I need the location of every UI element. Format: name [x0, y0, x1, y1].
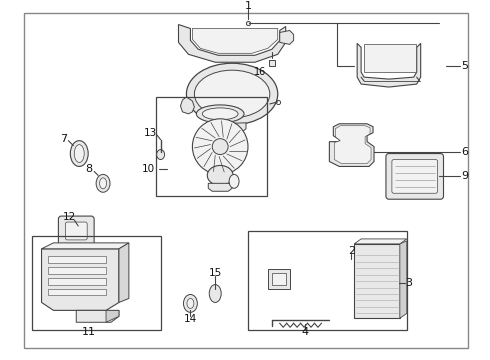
Polygon shape: [180, 97, 195, 114]
Ellipse shape: [96, 174, 110, 192]
Polygon shape: [193, 28, 278, 53]
Polygon shape: [354, 239, 407, 244]
Polygon shape: [208, 183, 232, 191]
Polygon shape: [119, 243, 129, 302]
Text: 6: 6: [461, 147, 468, 157]
Ellipse shape: [195, 70, 270, 118]
Bar: [49, 267, 106, 274]
Ellipse shape: [229, 174, 239, 188]
Bar: [364, 44, 416, 72]
Text: 4: 4: [301, 327, 308, 337]
Polygon shape: [42, 249, 119, 310]
Polygon shape: [357, 44, 421, 87]
Text: 16: 16: [254, 67, 266, 77]
Bar: [268, 269, 290, 288]
Polygon shape: [76, 310, 119, 322]
FancyBboxPatch shape: [392, 159, 438, 193]
Text: 7: 7: [60, 134, 67, 144]
Ellipse shape: [187, 298, 194, 309]
Text: 8: 8: [86, 165, 93, 175]
Text: 12: 12: [63, 212, 76, 222]
Bar: [32, 236, 161, 330]
Ellipse shape: [202, 108, 238, 120]
Polygon shape: [42, 243, 129, 249]
FancyBboxPatch shape: [386, 154, 443, 199]
Bar: [272, 273, 286, 284]
FancyBboxPatch shape: [58, 216, 94, 246]
Ellipse shape: [99, 178, 106, 189]
Bar: [248, 231, 407, 330]
Bar: [49, 278, 106, 284]
Text: 15: 15: [209, 267, 222, 278]
Ellipse shape: [74, 145, 84, 162]
Text: 14: 14: [184, 314, 197, 324]
Bar: [156, 97, 267, 196]
Circle shape: [212, 139, 228, 154]
Polygon shape: [106, 310, 119, 322]
Polygon shape: [334, 126, 371, 163]
FancyBboxPatch shape: [65, 222, 87, 240]
Ellipse shape: [71, 141, 88, 166]
Bar: [354, 244, 400, 318]
Ellipse shape: [183, 294, 197, 312]
Bar: [49, 288, 106, 296]
Text: 10: 10: [142, 165, 155, 175]
Text: 5: 5: [461, 61, 468, 71]
Polygon shape: [400, 241, 407, 318]
Polygon shape: [218, 123, 246, 136]
Ellipse shape: [157, 150, 165, 159]
Text: 1: 1: [245, 1, 251, 11]
Ellipse shape: [207, 166, 233, 185]
Ellipse shape: [209, 284, 221, 302]
Polygon shape: [178, 24, 286, 62]
Circle shape: [193, 119, 248, 174]
Text: 13: 13: [144, 128, 157, 138]
Polygon shape: [280, 31, 294, 44]
Text: 9: 9: [461, 171, 468, 181]
Ellipse shape: [196, 105, 244, 123]
Ellipse shape: [186, 63, 278, 125]
Polygon shape: [329, 124, 374, 166]
Text: 3: 3: [405, 278, 412, 288]
Text: 2: 2: [347, 246, 355, 256]
Bar: [49, 256, 106, 263]
Text: 11: 11: [82, 327, 96, 337]
